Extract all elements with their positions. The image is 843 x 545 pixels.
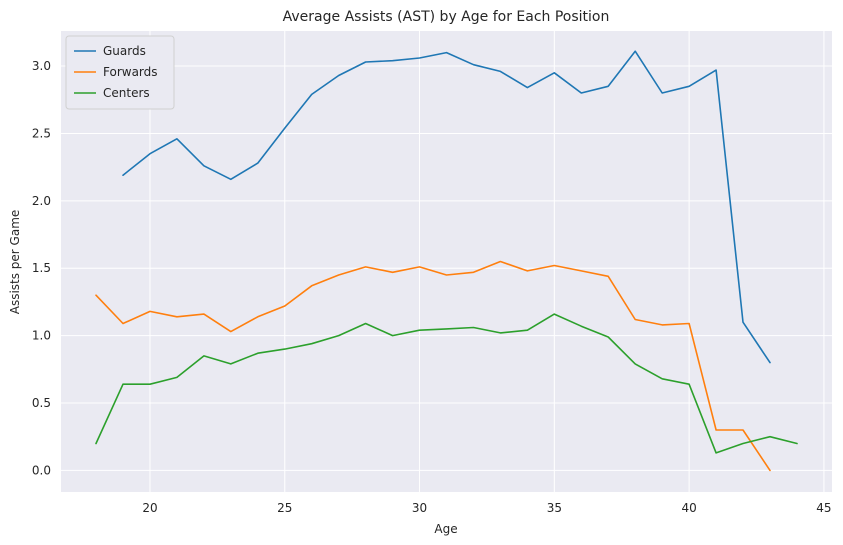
legend-label: Centers — [103, 86, 150, 100]
x-axis-ticks: 20 25 30 35 40 45 — [142, 501, 831, 515]
y-tick-label: 1.5 — [32, 261, 51, 275]
x-tick-label: 25 — [277, 501, 292, 515]
y-tick-label: 2.5 — [32, 126, 51, 140]
y-tick-label: 0.5 — [32, 396, 51, 410]
chart-title: Average Assists (AST) by Age for Each Po… — [283, 9, 610, 25]
gridlines — [61, 31, 832, 492]
series-lines — [95, 50, 798, 472]
y-axis-ticks: 0.0 0.5 1.0 1.5 2.0 2.5 3.0 — [32, 59, 51, 477]
y-axis-title: Assists per Game — [8, 210, 22, 315]
plot-background — [61, 31, 832, 492]
legend-label: Forwards — [103, 65, 158, 79]
x-tick-label: 40 — [681, 501, 696, 515]
x-tick-label: 30 — [412, 501, 427, 515]
y-tick-label: 0.0 — [32, 463, 51, 477]
legend-label: Guards — [103, 44, 146, 58]
legend-box — [65, 35, 175, 110]
legend: Guards Forwards Centers — [65, 35, 175, 110]
x-tick-label: 20 — [142, 501, 157, 515]
series-line-forwards — [95, 260, 771, 472]
x-tick-label: 45 — [816, 501, 831, 515]
y-tick-label: 2.0 — [32, 194, 51, 208]
x-tick-label: 35 — [547, 501, 562, 515]
x-axis-title: Age — [434, 522, 457, 536]
y-tick-label: 1.0 — [32, 329, 51, 343]
y-tick-label: 3.0 — [32, 59, 51, 73]
